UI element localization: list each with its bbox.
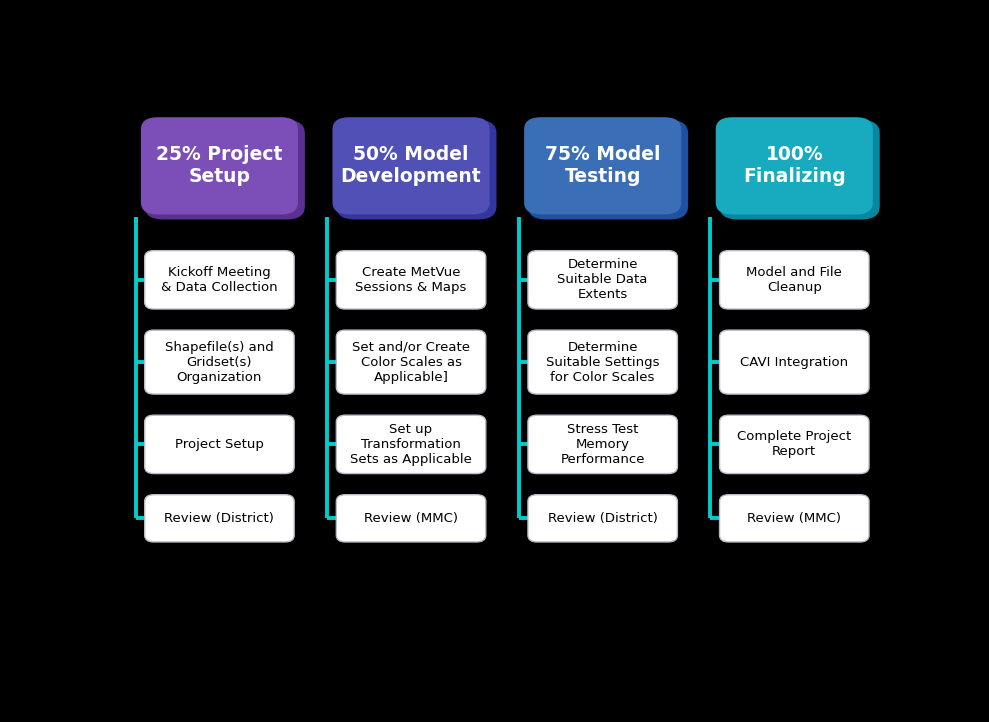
FancyBboxPatch shape	[720, 330, 869, 394]
Text: 25% Project
Setup: 25% Project Setup	[156, 145, 283, 186]
FancyBboxPatch shape	[720, 251, 869, 309]
FancyBboxPatch shape	[144, 330, 294, 394]
FancyBboxPatch shape	[716, 117, 873, 214]
FancyBboxPatch shape	[144, 251, 294, 309]
Text: Stress Test
Memory
Performance: Stress Test Memory Performance	[561, 423, 645, 466]
FancyBboxPatch shape	[528, 415, 677, 474]
Text: 100%
Finalizing: 100% Finalizing	[743, 145, 846, 186]
Text: Set up
Transformation
Sets as Applicable: Set up Transformation Sets as Applicable	[350, 423, 472, 466]
Text: 75% Model
Testing: 75% Model Testing	[545, 145, 661, 186]
Text: Review (MMC): Review (MMC)	[748, 512, 842, 525]
FancyBboxPatch shape	[528, 330, 677, 394]
Text: Model and File
Cleanup: Model and File Cleanup	[747, 266, 843, 294]
FancyBboxPatch shape	[336, 415, 486, 474]
Text: Create MetVue
Sessions & Maps: Create MetVue Sessions & Maps	[355, 266, 467, 294]
Text: Determine
Suitable Data
Extents: Determine Suitable Data Extents	[558, 258, 648, 301]
FancyBboxPatch shape	[528, 251, 677, 309]
Text: CAVI Integration: CAVI Integration	[740, 356, 849, 369]
Text: Set and/or Create
Color Scales as
Applicable]: Set and/or Create Color Scales as Applic…	[352, 341, 470, 383]
Text: 50% Model
Development: 50% Model Development	[341, 145, 482, 186]
FancyBboxPatch shape	[336, 330, 486, 394]
FancyBboxPatch shape	[528, 120, 688, 219]
FancyBboxPatch shape	[336, 120, 496, 219]
FancyBboxPatch shape	[332, 117, 490, 214]
FancyBboxPatch shape	[144, 495, 294, 542]
Text: Review (District): Review (District)	[164, 512, 274, 525]
FancyBboxPatch shape	[336, 495, 486, 542]
Text: Determine
Suitable Settings
for Color Scales: Determine Suitable Settings for Color Sc…	[546, 341, 660, 383]
FancyBboxPatch shape	[336, 251, 486, 309]
Text: Complete Project
Report: Complete Project Report	[737, 430, 852, 458]
FancyBboxPatch shape	[720, 415, 869, 474]
FancyBboxPatch shape	[524, 117, 681, 214]
FancyBboxPatch shape	[140, 117, 298, 214]
FancyBboxPatch shape	[144, 415, 294, 474]
Text: Review (MMC): Review (MMC)	[364, 512, 458, 525]
FancyBboxPatch shape	[528, 495, 677, 542]
FancyBboxPatch shape	[720, 495, 869, 542]
Text: Kickoff Meeting
& Data Collection: Kickoff Meeting & Data Collection	[161, 266, 278, 294]
Text: Review (District): Review (District)	[548, 512, 658, 525]
FancyBboxPatch shape	[720, 120, 880, 219]
FancyBboxPatch shape	[144, 120, 305, 219]
Text: Shapefile(s) and
Gridset(s)
Organization: Shapefile(s) and Gridset(s) Organization	[165, 341, 274, 383]
Text: Project Setup: Project Setup	[175, 438, 264, 451]
